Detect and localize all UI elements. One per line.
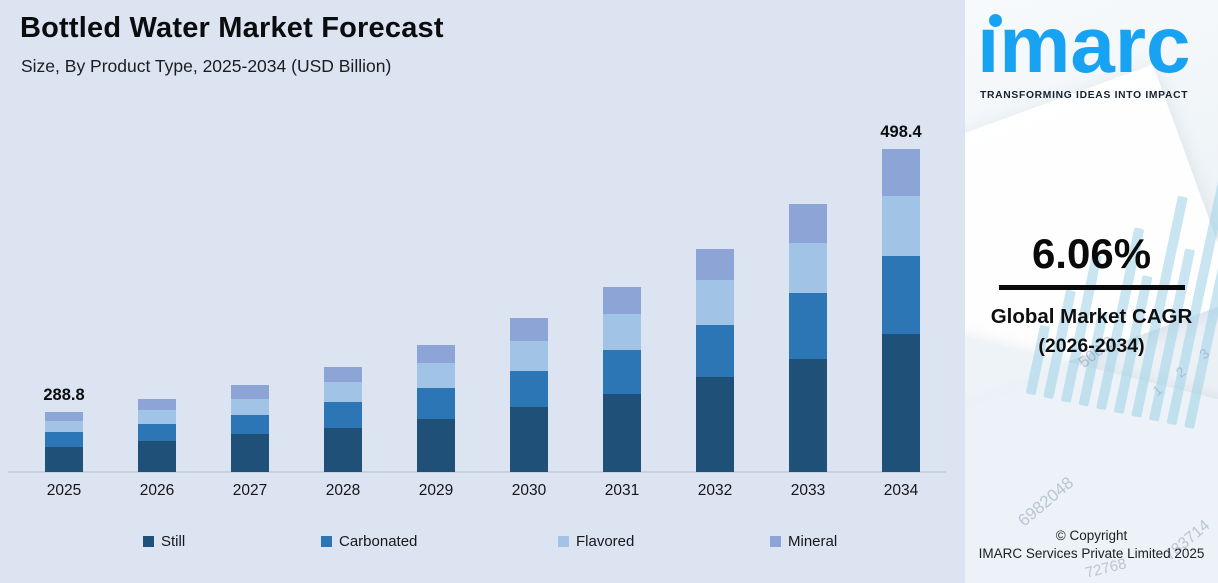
segment-mineral-2028 [324, 367, 362, 382]
segment-carbonated-2030 [510, 371, 548, 407]
segment-flavored-2029 [417, 363, 455, 388]
cagr-period: (2026-2034) [1038, 335, 1145, 357]
legend-swatch-mineral [770, 536, 781, 547]
legend-item-still: Still [143, 533, 185, 550]
legend-swatch-carbonated [321, 536, 332, 547]
chart-panel: 288.8 2025 2026 2027 2028 2029 2030 2031 2032 203… [0, 0, 965, 583]
logo-dot-icon [989, 14, 1002, 27]
segment-carbonated-2032 [696, 325, 734, 377]
x-tick-2034: 2034 [883, 482, 919, 499]
legend-item-flavored: Flavored [558, 533, 634, 550]
segment-still-2025 [45, 447, 83, 472]
bar-2033: 2033 [789, 204, 827, 499]
segment-flavored-2031 [603, 314, 641, 350]
x-tick-2025: 2025 [46, 482, 82, 499]
segment-flavored-2025 [45, 421, 83, 432]
segment-still-2028 [324, 428, 362, 472]
segment-still-2029 [417, 419, 455, 472]
imarc-logo: ımarc TRANSFORMING IDEAS INTO IMPACT [977, 0, 1191, 102]
copyright-line2: IMARC Services Private Limited 2025 [978, 545, 1205, 561]
segment-carbonated-2028 [324, 402, 362, 428]
segment-mineral-2029 [417, 345, 455, 363]
copyright-notice: © Copyright IMARC Services Private Limit… [965, 527, 1218, 563]
bar-2034: 498.4 2034 [880, 123, 921, 499]
bar-2026: 2026 [138, 399, 176, 499]
bar-2027: 2027 [231, 385, 269, 499]
brand-panel: 500.0 1 2 3 4 6982048 783714 72768 ımarc… [965, 0, 1218, 583]
cagr-block: 6.06% Global Market CAGR (2026-2034) [965, 230, 1218, 358]
segment-carbonated-2025 [45, 432, 83, 447]
segment-carbonated-2027 [231, 415, 269, 434]
data-label-2025: 288.8 [43, 386, 85, 404]
x-tick-2028: 2028 [325, 482, 361, 499]
segment-flavored-2032 [696, 280, 734, 325]
watermark-number: 6982048 [1014, 473, 1078, 531]
x-tick-2027: 2027 [232, 482, 268, 499]
segment-still-2030 [510, 407, 548, 472]
segment-flavored-2028 [324, 382, 362, 402]
bar-2032: 2032 [696, 249, 734, 499]
cagr-underline [998, 285, 1185, 290]
segment-still-2032 [696, 377, 734, 472]
bar-2025: 288.8 2025 [43, 386, 84, 499]
x-tick-2032: 2032 [697, 482, 733, 499]
legend-swatch-still [143, 536, 154, 547]
legend-label: Flavored [576, 533, 635, 550]
chart-subtitle: Size, By Product Type, 2025-2034 (USD Bi… [21, 56, 392, 76]
segment-carbonated-2031 [603, 350, 641, 394]
segment-mineral-2026 [138, 399, 176, 410]
x-tick-2029: 2029 [418, 482, 454, 499]
plot-area: 288.8 2025 2026 2027 2028 2029 2030 2031 2032 203… [8, 123, 946, 499]
segment-flavored-2027 [231, 399, 269, 415]
chart-legend: Still Carbonated Flavored Mineral [0, 533, 965, 559]
legend-label: Carbonated [339, 533, 418, 550]
bar-2030: 2030 [510, 318, 548, 499]
segment-still-2034 [882, 334, 920, 472]
segment-flavored-2026 [138, 410, 176, 424]
segment-mineral-2025 [45, 412, 83, 421]
segment-still-2031 [603, 394, 641, 472]
legend-swatch-flavored [558, 536, 569, 547]
bar-2031: 2031 [603, 287, 641, 499]
segment-mineral-2030 [510, 318, 548, 341]
x-tick-2031: 2031 [604, 482, 640, 499]
segment-flavored-2030 [510, 341, 548, 371]
segment-flavored-2033 [789, 243, 827, 293]
segment-still-2033 [789, 359, 827, 472]
x-tick-2033: 2033 [790, 482, 826, 499]
segment-mineral-2034 [882, 149, 920, 196]
x-axis-line [8, 471, 946, 473]
segment-carbonated-2033 [789, 293, 827, 359]
copyright-line1: © Copyright [1055, 527, 1128, 543]
segment-mineral-2027 [231, 385, 269, 399]
bar-2029: 2029 [417, 345, 455, 499]
x-tick-2026: 2026 [139, 482, 175, 499]
segment-mineral-2031 [603, 287, 641, 314]
data-label-2034: 498.4 [880, 123, 922, 141]
segment-mineral-2032 [696, 249, 734, 280]
logo-tagline: TRANSFORMING IDEAS INTO IMPACT [980, 90, 1189, 102]
legend-label: Mineral [788, 533, 838, 550]
legend-item-carbonated: Carbonated [321, 533, 417, 550]
segment-flavored-2034 [882, 196, 920, 256]
cagr-value: 6.06% [1031, 230, 1152, 277]
legend-label: Still [161, 533, 186, 550]
cagr-label: Global Market CAGR [990, 305, 1193, 328]
segment-carbonated-2034 [882, 256, 920, 334]
chart-title: Bottled Water Market Forecast [20, 12, 444, 44]
logo-wordmark: ımarc [977, 0, 1191, 89]
x-tick-2030: 2030 [511, 482, 547, 499]
segment-still-2027 [231, 434, 269, 472]
segment-mineral-2033 [789, 204, 827, 243]
legend-item-mineral: Mineral [770, 533, 837, 550]
bar-2028: 2028 [324, 367, 362, 499]
segment-carbonated-2029 [417, 388, 455, 419]
segment-still-2026 [138, 441, 176, 472]
segment-carbonated-2026 [138, 424, 176, 441]
